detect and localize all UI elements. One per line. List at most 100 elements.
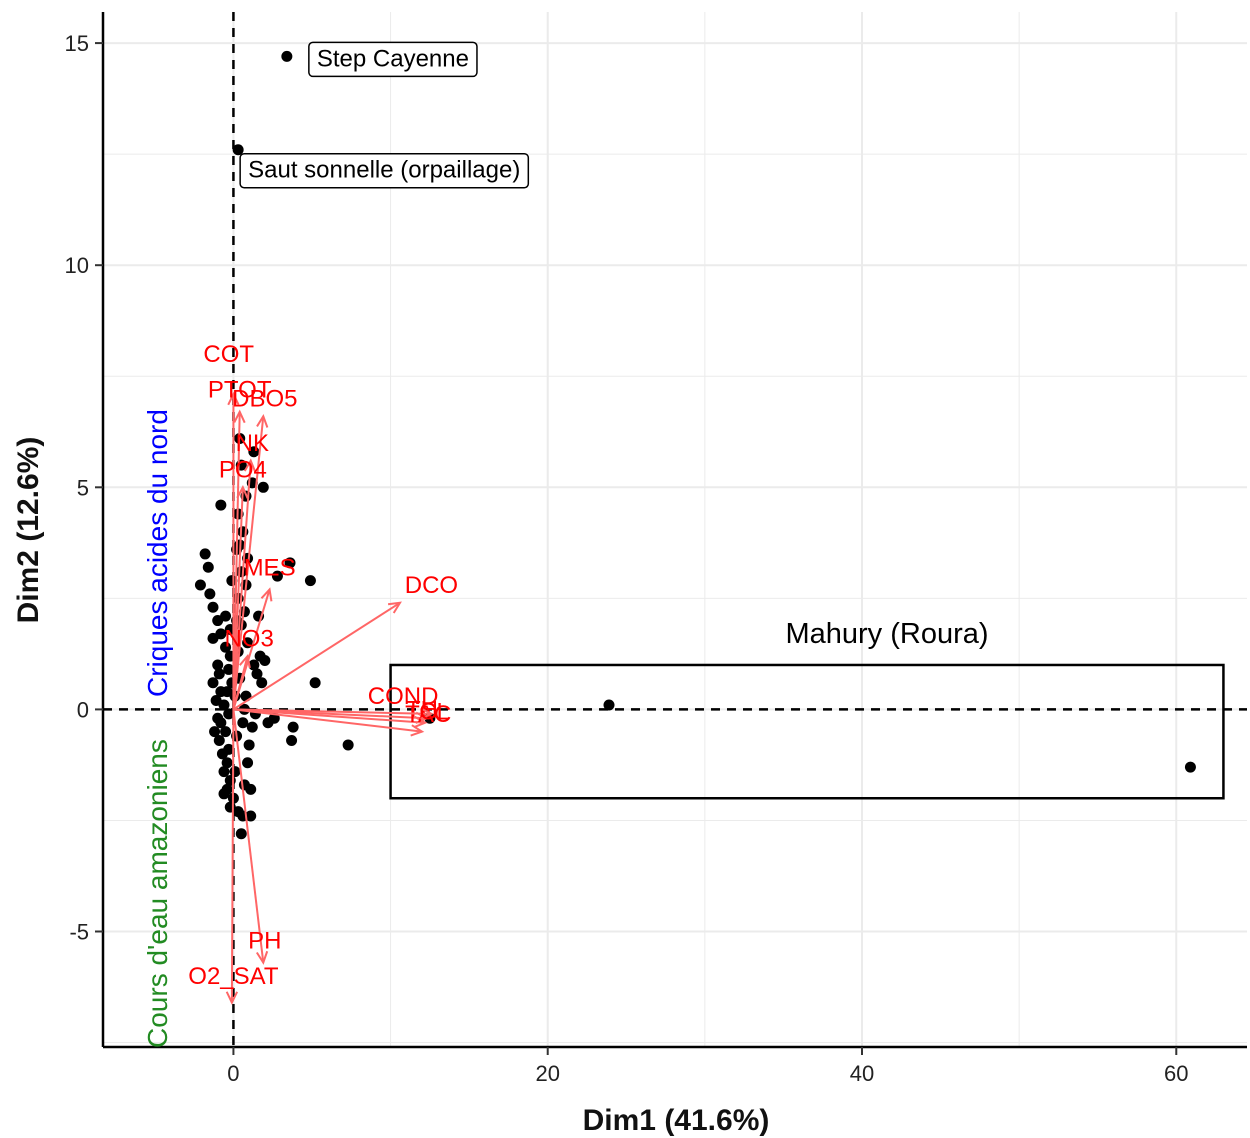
variable-arrow-ptot xyxy=(232,411,241,710)
y-tick-label: 10 xyxy=(65,253,89,278)
data-point xyxy=(342,739,354,751)
variable-arrow-no3 xyxy=(232,655,249,710)
data-point xyxy=(212,712,224,724)
data-point xyxy=(226,575,238,587)
data-point xyxy=(235,828,247,840)
arrow-head xyxy=(255,950,269,965)
data-point xyxy=(246,721,258,733)
variable-label-nk: NK xyxy=(236,430,269,457)
variable-label-cot: COT xyxy=(203,341,254,368)
data-point xyxy=(284,557,296,569)
data-point xyxy=(221,686,233,698)
side-label-bottom: Cours d'eau amazoniens xyxy=(142,739,173,1048)
axes: 0 20 40 60 -5 0 5 10 15 xyxy=(65,12,1247,1086)
data-point xyxy=(304,575,316,587)
data-point xyxy=(218,766,230,778)
data-point xyxy=(223,663,235,675)
arrow-head xyxy=(410,724,425,737)
data-point xyxy=(229,766,241,778)
data-point xyxy=(286,734,298,746)
data-points xyxy=(194,50,1196,840)
data-point xyxy=(218,699,230,711)
variable-arrows: COTPTOTDBO5NKPO4MESNO3DCOCONDTHTACCLPHO2… xyxy=(188,341,458,1005)
variable-arrow-dbo5 xyxy=(232,416,265,710)
variable-arrow-th xyxy=(233,708,423,733)
data-point xyxy=(243,739,255,751)
data-point xyxy=(199,548,211,560)
data-point xyxy=(207,677,219,689)
variable-label-o2_sat: O2_SAT xyxy=(188,963,279,990)
variable-label-ph: PH xyxy=(248,927,281,954)
y-tick-label: 0 xyxy=(77,697,89,722)
data-point xyxy=(257,481,269,493)
arrow-head xyxy=(238,653,251,669)
region-box: Mahury (Roura) xyxy=(389,618,1225,800)
data-point xyxy=(213,668,225,680)
data-point xyxy=(207,601,219,613)
variable-label-dco: DCO xyxy=(405,572,458,599)
data-point xyxy=(242,637,254,649)
region-rectangle xyxy=(389,663,1225,800)
region-label: Mahury (Roura) xyxy=(785,618,988,650)
data-point xyxy=(194,579,206,591)
data-point xyxy=(209,726,221,738)
data-point xyxy=(245,783,257,795)
variable-label-dbo5: DBO5 xyxy=(232,385,297,412)
data-point xyxy=(223,708,235,720)
variable-arrow-ph xyxy=(232,709,265,963)
data-point xyxy=(220,610,232,622)
y-axis-title: Dim2 (12.6%) xyxy=(12,437,45,624)
point-label-box xyxy=(239,152,530,189)
arrow-head xyxy=(256,413,269,428)
point-label-group: Saut sonnelle (orpaillage) xyxy=(239,152,530,189)
point-label-group: Step Cayenne xyxy=(308,41,478,78)
variable-arrow-o2_sat xyxy=(230,709,235,1003)
data-point xyxy=(259,655,271,667)
grid-lines xyxy=(103,12,1247,1047)
x-tick-label: 0 xyxy=(227,1061,239,1086)
data-point xyxy=(238,606,250,618)
variable-label-no3: NO3 xyxy=(224,625,273,652)
variable-label-cl: CL xyxy=(419,699,450,726)
data-point xyxy=(204,588,216,600)
x-tick-label: 40 xyxy=(850,1061,874,1086)
point-label-box xyxy=(308,41,478,78)
data-point xyxy=(237,717,249,729)
x-tick-label: 60 xyxy=(1164,1061,1188,1086)
data-point xyxy=(248,446,260,458)
variable-label-ptot: PTOT xyxy=(208,377,272,404)
data-point xyxy=(603,699,615,711)
variable-arrow-cl xyxy=(233,708,432,715)
side-label-top: Criques acides du nord xyxy=(142,409,173,697)
data-point xyxy=(251,668,263,680)
data-point xyxy=(213,734,225,746)
variable-arrow-nk xyxy=(232,460,252,710)
data-point xyxy=(248,659,260,671)
data-point xyxy=(256,677,268,689)
y-tick-label: -5 xyxy=(69,920,89,945)
data-point xyxy=(207,632,219,644)
x-tick-label: 20 xyxy=(535,1061,559,1086)
arrow-head xyxy=(236,485,249,499)
arrow-head xyxy=(420,707,434,720)
variable-arrow-po4 xyxy=(232,487,244,710)
point-label: Step Cayenne xyxy=(317,45,469,72)
data-point xyxy=(202,561,214,573)
data-point xyxy=(216,748,228,760)
data-point xyxy=(287,721,299,733)
y-tick-label: 15 xyxy=(65,31,89,56)
point-label: Saut sonnelle (orpaillage) xyxy=(248,157,520,184)
variable-label-po4: PO4 xyxy=(219,457,267,484)
data-point xyxy=(1184,761,1196,773)
data-point xyxy=(242,757,254,769)
arrow-head xyxy=(225,991,239,1005)
labeled-points: Step Cayenne Saut sonnelle (orpaillage) xyxy=(239,41,530,189)
data-point xyxy=(212,659,224,671)
variable-label-mes: MES xyxy=(244,554,296,581)
arrow-head xyxy=(243,458,257,473)
data-point xyxy=(221,757,233,769)
data-point xyxy=(220,641,232,653)
arrow-head xyxy=(387,601,402,614)
variable-arrow-dco xyxy=(232,601,401,711)
x-axis-title: Dim1 (41.6%) xyxy=(583,1104,770,1137)
